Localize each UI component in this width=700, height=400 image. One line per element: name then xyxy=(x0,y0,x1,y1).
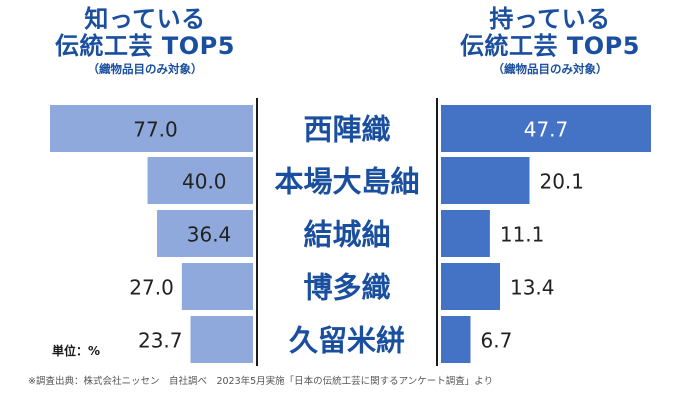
left-title-line1: 知っている xyxy=(84,5,206,33)
left-bar-5 xyxy=(190,316,253,363)
category-label-4: 博多織 xyxy=(303,271,390,305)
left-title-line2: 伝統工芸 TOP5 xyxy=(55,32,235,60)
right-value-label-1: 47.7 xyxy=(524,118,569,142)
category-label-3: 結城紬 xyxy=(303,218,390,252)
right-chart-title: 持っている 伝統工芸 TOP5 （織物品目のみ対象） xyxy=(430,6,670,77)
left-bar-1 xyxy=(50,105,253,152)
right-title-line1: 持っている xyxy=(489,5,611,33)
right-value-label-3: 11.1 xyxy=(500,223,545,247)
left-value-label-1: 77.0 xyxy=(133,118,178,142)
right-bar-2 xyxy=(441,157,530,204)
right-bar-4 xyxy=(441,263,500,310)
category-label-1: 西陣織 xyxy=(303,113,390,147)
category-label-2: 本場大島紬 xyxy=(274,165,419,199)
left-value-label-4: 27.0 xyxy=(129,276,174,300)
right-bar-1 xyxy=(441,105,651,152)
right-bar-5 xyxy=(441,316,471,363)
right-value-label-4: 13.4 xyxy=(510,276,555,300)
unit-label: 単位：% xyxy=(52,343,100,358)
left-bar-3 xyxy=(157,210,253,257)
left-chart-title: 知っている 伝統工芸 TOP5 （織物品目のみ対象） xyxy=(30,6,260,77)
left-bar-4 xyxy=(181,263,253,310)
survey-source-footnote: ※調査出典：株式会社ニッセン 自社調べ 2023年5月実施「日本の伝統工芸に関す… xyxy=(28,376,494,387)
right-title-line2: 伝統工芸 TOP5 xyxy=(460,32,640,60)
right-value-label-5: 6.7 xyxy=(480,329,512,353)
right-title-subtitle: （織物品目のみ対象） xyxy=(492,62,608,76)
right-value-label-2: 20.1 xyxy=(539,170,584,194)
left-value-label-2: 40.0 xyxy=(182,170,227,194)
left-value-label-5: 23.7 xyxy=(138,329,183,353)
left-title-subtitle: （織物品目のみ対象） xyxy=(87,62,203,76)
category-label-5: 久留米絣 xyxy=(289,324,405,358)
right-bar-3 xyxy=(441,210,490,257)
left-bar-2 xyxy=(147,157,253,204)
left-value-label-3: 36.4 xyxy=(187,223,232,247)
